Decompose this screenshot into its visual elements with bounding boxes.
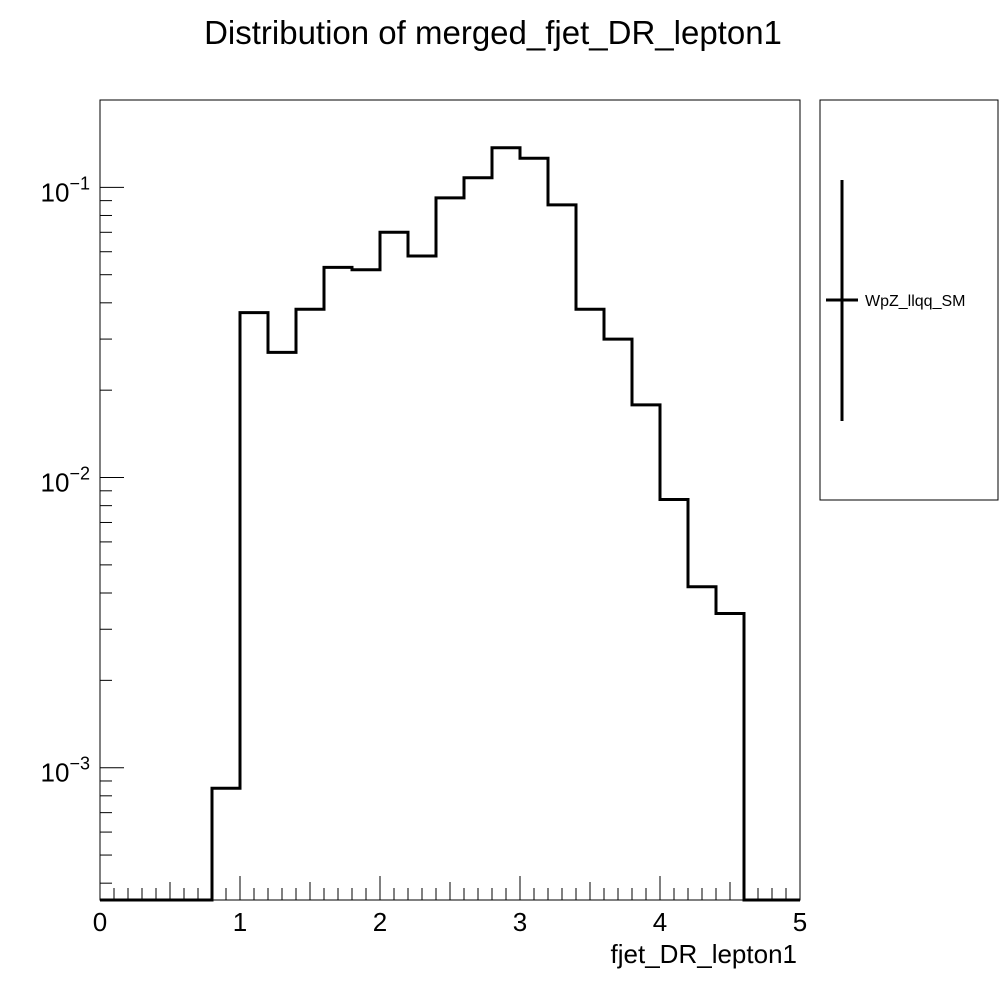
y-tick-label: 10−2 xyxy=(41,464,90,498)
x-tick-label: 5 xyxy=(793,907,807,937)
y-tick-label: 10−3 xyxy=(41,754,90,788)
plot-frame xyxy=(99,99,801,901)
x-tick-label: 2 xyxy=(373,907,387,937)
x-tick-label: 4 xyxy=(653,907,667,937)
x-axis-label: fjet_DR_lepton1 xyxy=(611,939,797,969)
x-tick-label: 1 xyxy=(233,907,247,937)
x-tick-label: 3 xyxy=(513,907,527,937)
legend: WpZ_llqq_SM xyxy=(819,99,999,501)
histogram-series-line xyxy=(100,146,800,902)
y-axis: 10−3 10−2 10−1 xyxy=(41,99,124,884)
legend-entry-label: WpZ_llqq_SM xyxy=(865,293,965,310)
x-tick-label: 0 xyxy=(93,907,107,937)
chart-title: Distribution of merged_fjet_DR_lepton1 xyxy=(204,14,782,51)
x-axis: 0 1 2 3 4 5 xyxy=(93,876,807,937)
y-tick-label: 10−1 xyxy=(41,173,90,207)
